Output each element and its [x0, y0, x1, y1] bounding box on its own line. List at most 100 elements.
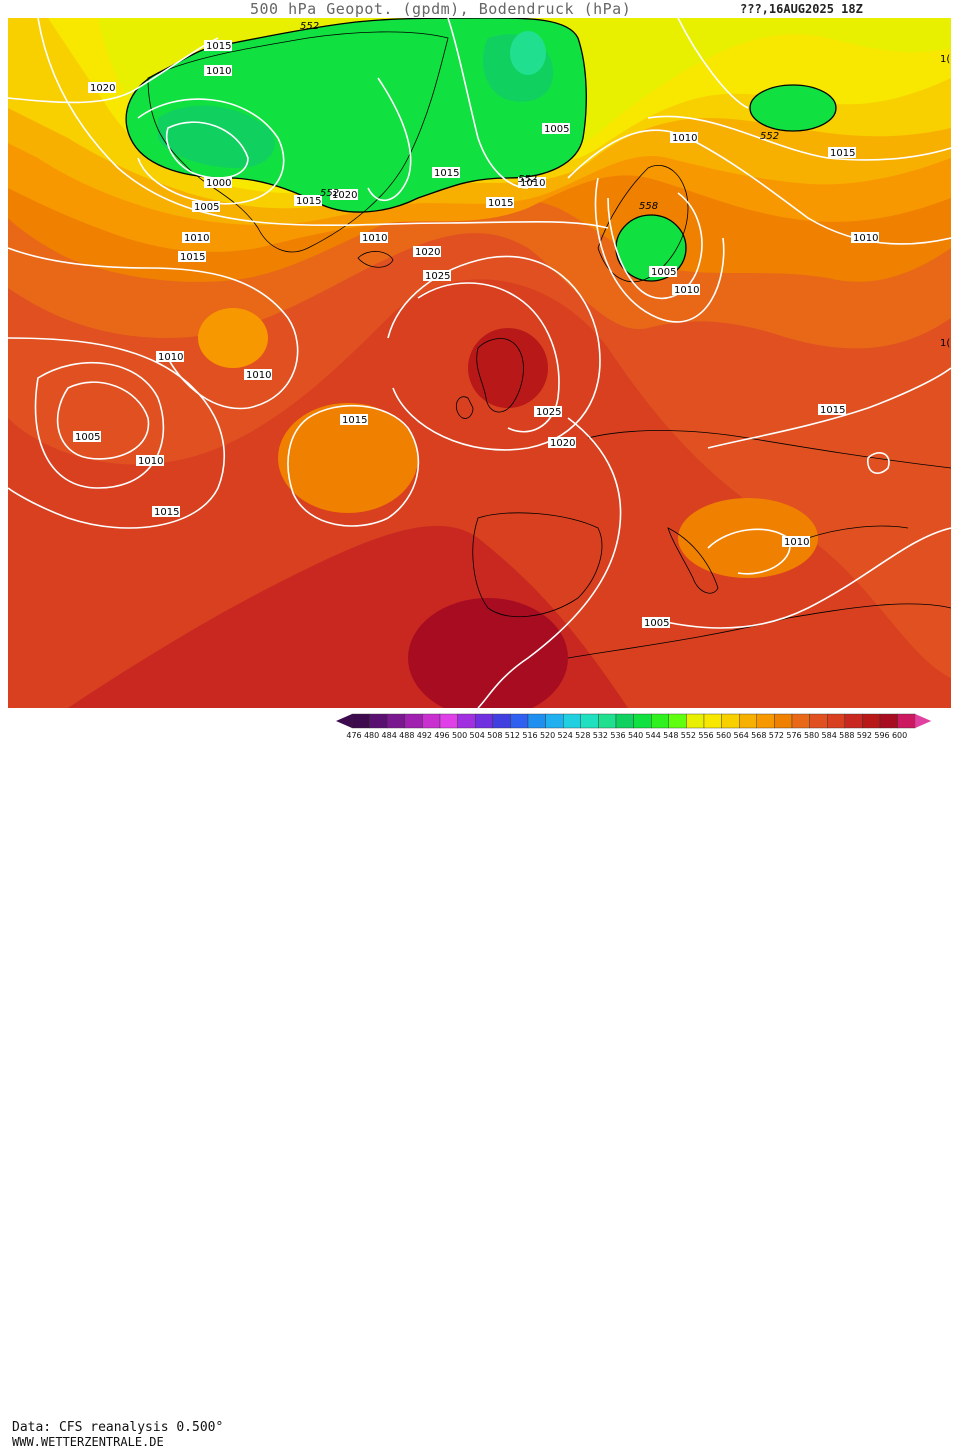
isobar-label-background: [244, 369, 272, 380]
isobar-label: 1010: [520, 178, 545, 189]
height-field-596: [408, 598, 568, 708]
legend-tick-label: 516: [522, 731, 538, 740]
legend-tick-label: 592: [856, 731, 873, 740]
legend-tick-label: 504: [469, 731, 485, 740]
legend-swatch: [422, 713, 441, 729]
legend-tick-label: 536: [610, 731, 626, 740]
isobar-label: 1015: [820, 405, 845, 416]
north-africa-coast: [567, 603, 951, 659]
map-valid-date: ???,16AUG2025 18Z: [740, 2, 863, 16]
isobar-label: 1010: [784, 537, 809, 548]
legend-tick-label: 596: [874, 731, 890, 740]
legend-swatch: [879, 713, 898, 729]
isobar-label: 1005: [651, 267, 676, 278]
legend-tick-labels: 476 480 484 488 492 496 500 504 508 512 516 520 524 5…: [336, 731, 956, 741]
isobar-label: 1010: [362, 233, 387, 244]
legend-tick-label: 480: [363, 731, 380, 740]
height-contour-label: 552: [300, 21, 319, 32]
height-field-572-blob: [198, 308, 268, 368]
legend-tick-label: 488: [399, 731, 415, 740]
height-contour-label: 558: [639, 201, 658, 212]
legend-tick-label: 584: [821, 731, 837, 740]
isobar-1010-east: [707, 367, 951, 449]
legend-tick-label: 548: [663, 731, 679, 740]
isobar-1015-high-central: [287, 404, 420, 527]
legend-swatch: [562, 713, 581, 729]
title-bar: 500 hPa Geopot. (gpdm), Bodendruck (hPa)…: [0, 0, 959, 18]
isobar-label-background: [294, 195, 322, 206]
isobar-label: 1010: [184, 233, 209, 244]
legend-tick-label: 484: [381, 731, 397, 740]
legend-swatch: [756, 713, 775, 729]
isobar-1020-nw: [8, 37, 219, 104]
legend-swatch: [457, 713, 476, 729]
legend-arrow-right: [915, 714, 932, 728]
isobar-label: 1010: [246, 370, 271, 381]
isobar-label: 1005: [75, 432, 100, 443]
isobar-label: 1015: [180, 252, 205, 263]
isobar-label-background: [649, 266, 677, 277]
legend-swatch: [651, 713, 670, 729]
isobar-label: 1005: [544, 124, 569, 135]
height-field-552-cutoff-north: [749, 84, 837, 132]
legend-swatch: [404, 713, 423, 729]
isobar-label-background: [73, 431, 101, 442]
legend-swatch: [527, 713, 546, 729]
color-legend: [336, 713, 932, 729]
isobar-1010-west: [8, 247, 299, 410]
legend-tick-label: 600: [891, 731, 908, 740]
legend-swatch: [351, 713, 370, 729]
legend-swatch: [739, 713, 758, 729]
legend-swatch: [844, 713, 863, 729]
isobar-label: 1010: [138, 456, 163, 467]
isobar-label: 1015: [206, 41, 231, 52]
isobar-label-background: [340, 414, 368, 425]
legend-tick-label: 588: [839, 731, 855, 740]
isobar-label-background: [518, 177, 546, 188]
isobar-label-background: [642, 617, 670, 628]
isobar-1010-med: [647, 527, 951, 629]
isobar-label-background: [672, 284, 700, 295]
isobar-label-background: [782, 536, 810, 547]
legend-tick-label: 544: [645, 731, 661, 740]
isobars: [8, 18, 951, 708]
isobar-1005-greenland: [137, 98, 285, 205]
legend-tick-label: 552: [680, 731, 697, 740]
isobar-label: 1015: [296, 196, 321, 207]
legend-tick-label: 568: [751, 731, 767, 740]
isobar-label-background: [182, 232, 210, 243]
isobar-label-background: [818, 404, 846, 415]
isobar-1010-small: [867, 452, 890, 474]
legend-swatch: [369, 713, 388, 729]
legend-swatch: [598, 713, 617, 729]
isobar-label-background: [486, 197, 514, 208]
isobar-label-background: [542, 123, 570, 134]
height-field-592-blob: [468, 328, 548, 408]
isobar-label-background: [330, 189, 358, 200]
legend-arrow-left: [336, 714, 352, 728]
legend-tick-label: 496: [434, 731, 450, 740]
isobar-label: 1010: [206, 66, 231, 77]
legend-swatch: [580, 713, 599, 729]
isobar-edge-label: 1(: [940, 338, 950, 349]
height-field-576-blob-east: [678, 498, 818, 578]
isobar-label-background: [534, 406, 562, 417]
isobar-label: 1010: [853, 233, 878, 244]
isobar-label-background: [423, 270, 451, 281]
legend-swatch: [809, 713, 828, 729]
legend-swatch: [721, 713, 740, 729]
isobar-label-background: [204, 40, 232, 51]
legend-swatch: [897, 713, 916, 729]
isobar-label-background: [413, 246, 441, 257]
isobar-1015-spain: [477, 417, 622, 708]
legend-swatch: [474, 713, 493, 729]
isobar-label: 1015: [434, 168, 459, 179]
isobar-label-background: [432, 167, 460, 178]
legend-tick-label: 492: [416, 731, 433, 740]
isobar-1005-north: [647, 115, 951, 161]
website-label: WWW.WETTERZENTRALE.DE: [12, 1435, 164, 1449]
isobar-label-background: [192, 201, 220, 212]
isobar-edge-label: 1(: [940, 54, 950, 65]
isobar-1015-greenland: [367, 77, 412, 202]
isobar-label: 1020: [332, 190, 357, 201]
